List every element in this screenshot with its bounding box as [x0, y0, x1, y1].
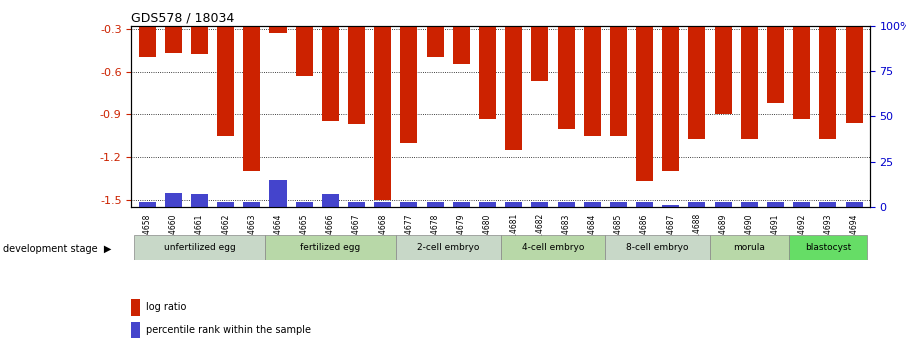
Bar	[715, 201, 732, 207]
Bar	[269, 26, 286, 33]
Bar	[557, 26, 574, 129]
Bar	[715, 26, 732, 114]
Bar	[322, 194, 339, 207]
Bar	[348, 26, 365, 124]
Bar	[217, 201, 234, 207]
Bar	[453, 201, 470, 207]
Bar	[636, 201, 653, 207]
Bar	[767, 201, 784, 207]
FancyBboxPatch shape	[710, 235, 788, 260]
Bar	[583, 201, 601, 207]
Bar	[636, 26, 653, 181]
Bar	[139, 26, 156, 57]
Bar	[583, 26, 601, 136]
Bar	[244, 26, 260, 171]
Text: log ratio: log ratio	[146, 303, 186, 313]
Bar	[662, 26, 680, 171]
Bar	[793, 201, 810, 207]
Bar	[427, 26, 444, 57]
Bar	[741, 26, 757, 139]
Bar	[400, 26, 418, 143]
Bar	[506, 26, 522, 150]
Bar	[139, 201, 156, 207]
Bar	[374, 201, 391, 207]
Bar	[767, 26, 784, 103]
Bar	[531, 26, 548, 81]
Bar	[741, 201, 757, 207]
Bar	[191, 194, 208, 207]
Bar	[191, 26, 208, 55]
Bar	[453, 26, 470, 65]
Bar	[531, 201, 548, 207]
Text: percentile rank within the sample: percentile rank within the sample	[146, 325, 311, 335]
Bar	[295, 26, 313, 76]
FancyBboxPatch shape	[134, 235, 265, 260]
Text: 4-cell embryo: 4-cell embryo	[522, 243, 584, 252]
Text: 2-cell embryo: 2-cell embryo	[417, 243, 479, 252]
Bar	[131, 299, 140, 316]
Bar	[131, 322, 140, 338]
Bar	[244, 201, 260, 207]
Bar	[610, 201, 627, 207]
Bar	[348, 201, 365, 207]
Text: development stage  ▶: development stage ▶	[3, 244, 111, 254]
Bar	[845, 26, 863, 123]
Text: 8-cell embryo: 8-cell embryo	[626, 243, 689, 252]
Bar	[479, 26, 496, 119]
Bar	[269, 180, 286, 207]
Bar	[610, 26, 627, 136]
Bar	[819, 201, 836, 207]
Text: morula: morula	[733, 243, 766, 252]
Bar	[819, 26, 836, 139]
Bar	[400, 201, 418, 207]
Bar	[322, 26, 339, 121]
Bar	[374, 26, 391, 200]
Bar	[689, 201, 706, 207]
FancyBboxPatch shape	[500, 235, 605, 260]
Bar	[165, 26, 182, 53]
Text: fertilized egg: fertilized egg	[300, 243, 361, 252]
Bar	[427, 201, 444, 207]
Bar	[217, 26, 234, 136]
Bar	[295, 201, 313, 207]
Bar	[662, 205, 680, 207]
FancyBboxPatch shape	[788, 235, 867, 260]
Bar	[689, 26, 706, 139]
Text: GDS578 / 18034: GDS578 / 18034	[131, 12, 235, 25]
Bar	[479, 201, 496, 207]
FancyBboxPatch shape	[605, 235, 710, 260]
FancyBboxPatch shape	[396, 235, 500, 260]
FancyBboxPatch shape	[265, 235, 396, 260]
Bar	[793, 26, 810, 119]
Text: unfertilized egg: unfertilized egg	[164, 243, 236, 252]
Bar	[165, 193, 182, 207]
Bar	[506, 201, 522, 207]
Bar	[845, 201, 863, 207]
Text: blastocyst: blastocyst	[805, 243, 851, 252]
Bar	[557, 201, 574, 207]
